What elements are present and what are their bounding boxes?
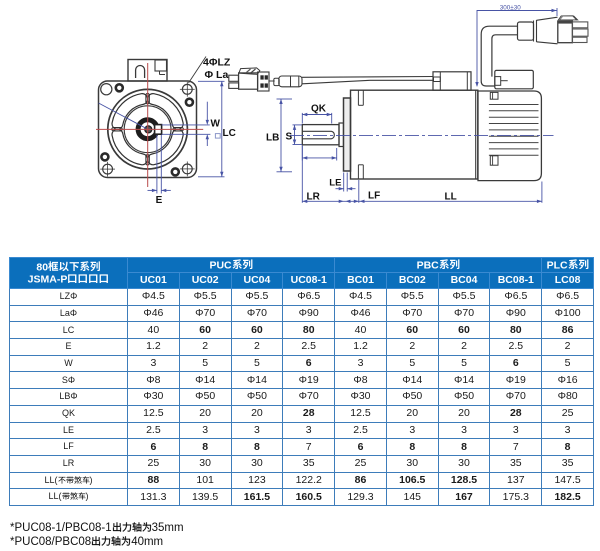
svg-text:E: E	[156, 195, 163, 206]
svg-text:S: S	[286, 132, 293, 143]
svg-text:LF: LF	[368, 191, 380, 202]
svg-text:LL: LL	[445, 192, 457, 203]
svg-text:W: W	[211, 118, 221, 129]
svg-text:LR: LR	[307, 191, 321, 202]
svg-text:LC: LC	[223, 128, 236, 139]
svg-text:QK: QK	[311, 104, 327, 115]
svg-text:LB: LB	[266, 133, 279, 144]
svg-text:LE: LE	[329, 177, 341, 188]
svg-text:Φ La: Φ La	[205, 69, 229, 81]
svg-text:4ΦLZ: 4ΦLZ	[203, 57, 231, 69]
svg-text:300±30: 300±30	[500, 5, 521, 12]
